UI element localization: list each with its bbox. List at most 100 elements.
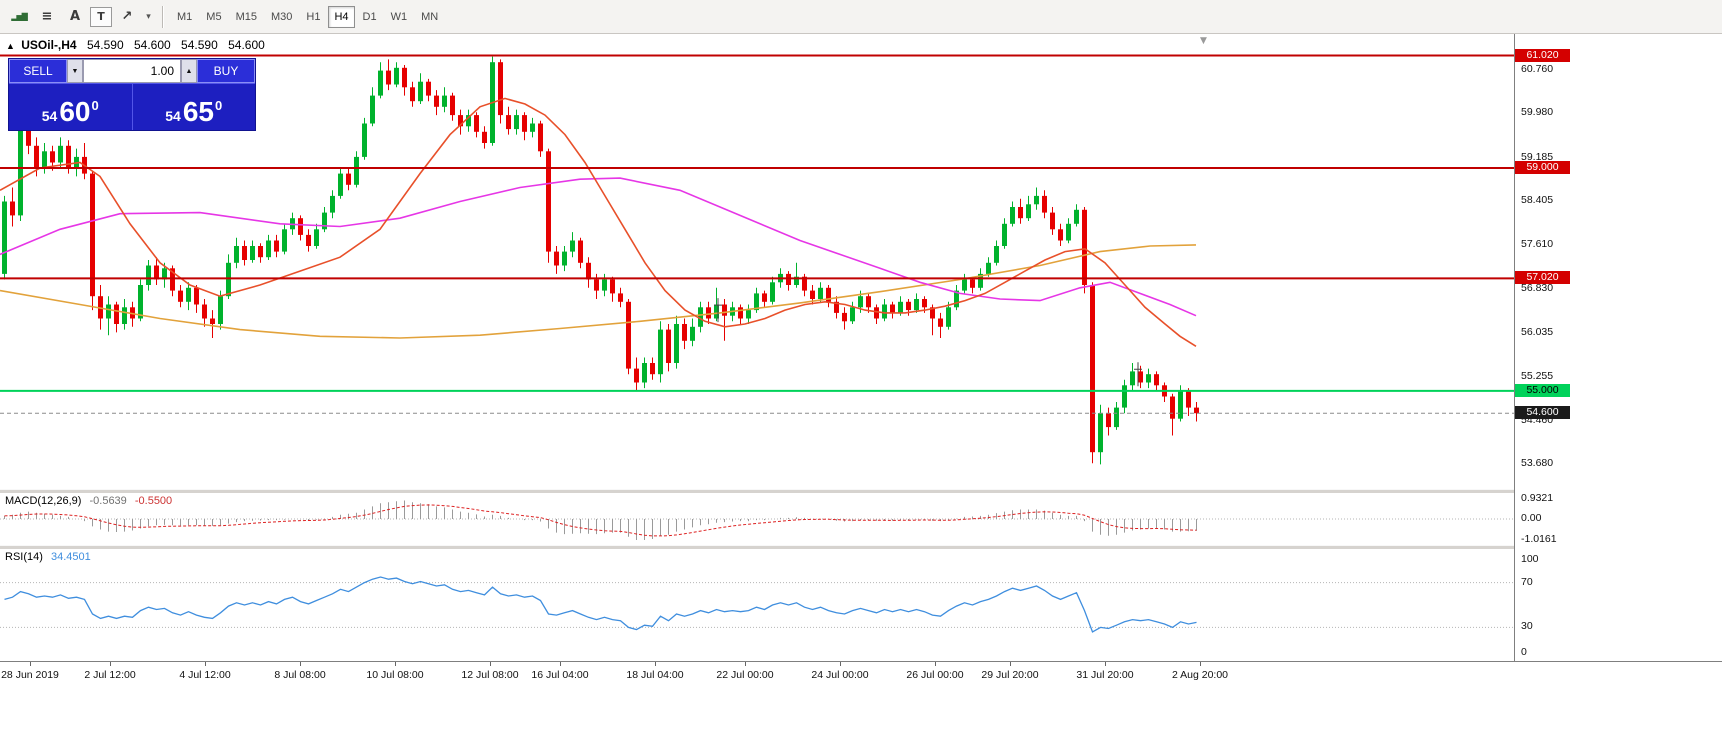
time-axis-label: 10 Jul 08:00 [366, 669, 424, 681]
sell-button[interactable]: SELL [9, 59, 67, 83]
text-label-icon[interactable]: T [90, 6, 112, 27]
rsi-label: RSI(14) 34.4501 [5, 551, 96, 563]
macd-value-main: -0.5639 [89, 495, 127, 507]
tick-direction-icon: ▲ [6, 41, 15, 51]
arrow-tools-icon[interactable]: ↗ [114, 5, 140, 29]
price-axis-label: 58.405 [1521, 194, 1554, 206]
buy-price-display[interactable]: 54 65 0 [133, 84, 256, 130]
time-axis-tick [300, 662, 301, 666]
trade-controls-row: SELL ▼ ▲ BUY [9, 59, 255, 83]
macd-panel[interactable]: MACD(12,26,9) -0.5639 -0.5500 [0, 493, 1514, 545]
timeframe-button-h1[interactable]: H1 [300, 6, 326, 28]
ma-fast-line [0, 97, 1197, 347]
time-axis-label: 18 Jul 04:00 [626, 669, 684, 681]
rsi-svg [0, 576, 1514, 633]
objects-list-icon[interactable]: ≡ [34, 5, 60, 29]
sell-price-sup: 0 [91, 98, 99, 113]
ma-slow-line [0, 244, 1197, 339]
volume-increase-button[interactable]: ▲ [181, 59, 197, 83]
timeframe-button-m30[interactable]: M30 [265, 6, 298, 28]
price-level-badge: 59.000 [1515, 161, 1570, 174]
time-axis[interactable]: 28 Jun 2019 2 Jul 12:00 4 Jul 12:00 8 Jul 0… [0, 661, 1722, 692]
price-axis-label: 53.680 [1521, 457, 1554, 469]
main-chart-svg [0, 54, 1514, 465]
price-axis-label: 55.255 [1521, 370, 1554, 382]
rsi-axis-label: 70 [1521, 576, 1533, 588]
price-axis[interactable]: 60.760 59.980 59.185 58.405 57.610 56.830 56.0… [1514, 34, 1571, 661]
timeframe-button-m15[interactable]: M15 [230, 6, 263, 28]
price-level-badge: 55.000 [1515, 384, 1570, 397]
timeframe-button-h4[interactable]: H4 [328, 5, 355, 28]
price-axis-label: 60.760 [1521, 63, 1554, 75]
volume-decrease-button[interactable]: ▼ [67, 59, 83, 83]
time-axis-label: 2 Jul 12:00 [84, 669, 136, 681]
time-axis-label: 29 Jul 20:00 [981, 669, 1039, 681]
time-axis-label: 28 Jun 2019 [1, 669, 59, 681]
macd-axis-label: 0.00 [1521, 512, 1542, 524]
candles-layer [2, 56, 1199, 465]
chart-object-marker [1134, 362, 1142, 387]
macd-signal-line [4, 504, 1197, 537]
toolbar-separator [162, 5, 164, 28]
time-axis-label: 2 Aug 20:00 [1171, 669, 1229, 681]
buy-button[interactable]: BUY [197, 59, 255, 83]
rsi-axis-label: 100 [1521, 553, 1539, 565]
macd-svg [0, 500, 1514, 540]
toolbar: ▂▅▇ ≡ A T ↗ ▾ M1 M5 M15 M30 H1 H4 D1 W1 MN [0, 0, 1722, 34]
price-axis-label: 59.980 [1521, 106, 1554, 118]
volume-input[interactable] [83, 59, 181, 83]
macd-name: MACD(12,26,9) [5, 495, 82, 507]
time-axis-label: 16 Jul 04:00 [531, 669, 589, 681]
timeframe-button-mn[interactable]: MN [415, 6, 444, 28]
chart-symbol: USOil-,H4 [21, 38, 77, 52]
time-axis-tick [560, 662, 561, 666]
price-axis-label: 56.035 [1521, 326, 1554, 338]
text-icon[interactable]: A [62, 5, 88, 29]
time-axis-label: 26 Jul 00:00 [906, 669, 964, 681]
time-axis-label: 8 Jul 08:00 [274, 669, 326, 681]
time-axis-tick [395, 662, 396, 666]
time-axis-tick [840, 662, 841, 666]
buy-price-big: 65 [182, 96, 214, 127]
buy-price-prefix: 54 [165, 108, 181, 124]
ohlc-low: 54.590 [181, 38, 218, 52]
time-axis-label: 22 Jul 00:00 [716, 669, 774, 681]
timeframe-button-m1[interactable]: M1 [171, 6, 198, 28]
timeframe-button-m5[interactable]: M5 [200, 6, 227, 28]
time-axis-label: 24 Jul 00:00 [811, 669, 869, 681]
timeframe-button-w1[interactable]: W1 [385, 6, 414, 28]
rsi-line [4, 576, 1197, 633]
time-axis-tick [1105, 662, 1106, 666]
time-axis-tick [490, 662, 491, 666]
macd-value-signal: -0.5500 [134, 495, 173, 507]
rsi-panel[interactable]: RSI(14) 34.4501 [0, 549, 1514, 661]
price-chart-panel[interactable]: ▲ USOil-,H4 54.590 54.600 54.590 54.600 … [0, 34, 1514, 489]
rsi-value: 34.4501 [50, 551, 91, 563]
ohlc-high: 54.600 [134, 38, 171, 52]
ohlc-close: 54.600 [228, 38, 265, 52]
price-level-badge: 61.020 [1515, 49, 1570, 62]
chart-title: ▲ USOil-,H4 54.590 54.600 54.590 54.600 [6, 38, 265, 52]
time-axis-tick [1010, 662, 1011, 666]
one-click-trading-panel: SELL ▼ ▲ BUY 54 60 0 54 65 0 [8, 58, 256, 131]
price-level-badge: 54.600 [1515, 406, 1570, 419]
time-axis-label: 4 Jul 12:00 [179, 669, 231, 681]
trade-prices-row: 54 60 0 54 65 0 [9, 83, 255, 130]
rsi-name: RSI(14) [5, 551, 43, 563]
price-axis-label: 56.830 [1521, 282, 1554, 294]
time-axis-tick [655, 662, 656, 666]
ohlc-open: 54.590 [86, 38, 124, 52]
macd-label: MACD(12,26,9) -0.5639 -0.5500 [5, 495, 177, 507]
timeframe-button-d1[interactable]: D1 [357, 6, 383, 28]
indicators-icon[interactable]: ▂▅▇ [6, 5, 32, 29]
time-axis-tick [745, 662, 746, 666]
dropdown-caret-icon[interactable]: ▾ [142, 5, 155, 29]
time-axis-tick [30, 662, 31, 666]
time-axis-tick [110, 662, 111, 666]
time-axis-tick [1200, 662, 1201, 666]
macd-axis-label: 0.9321 [1521, 492, 1554, 504]
price-axis-label: 57.610 [1521, 238, 1554, 250]
sell-price-display[interactable]: 54 60 0 [9, 84, 133, 130]
chart-shift-marker: ▼ [1200, 36, 1207, 46]
buy-price-sup: 0 [215, 98, 223, 113]
